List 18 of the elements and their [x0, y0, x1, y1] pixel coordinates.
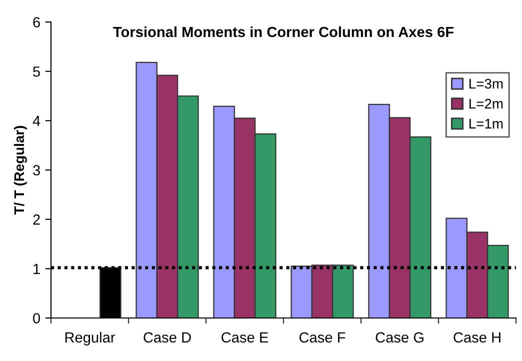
x-tick-label: Case F	[299, 332, 346, 343]
y-tick-label: 0	[33, 313, 40, 324]
x-tick-label: Case H	[454, 332, 500, 343]
y-tick-label: 1	[34, 264, 40, 274]
chart-title: Torsional Moments in Corner Column on Axes 6F	[113, 26, 454, 38]
y-tick-label: 4	[32, 116, 40, 126]
x-tick-label: Case E	[222, 332, 268, 343]
y-tick-label: 6	[33, 17, 40, 28]
y-tick-label: 5	[33, 66, 40, 77]
y-tick-label: 3	[33, 165, 40, 176]
y-tick-label: 2	[33, 214, 40, 225]
y-axis-title: T/ T (Regular)	[14, 126, 27, 215]
legend-label: L=2m	[470, 98, 503, 109]
x-tick-label: Regular	[65, 332, 116, 346]
legend-label: L=1m	[470, 118, 503, 128]
x-tick-label: Case D	[144, 332, 191, 343]
x-tick-label: Case G	[376, 332, 424, 343]
legend-label: L=3m	[470, 78, 503, 89]
